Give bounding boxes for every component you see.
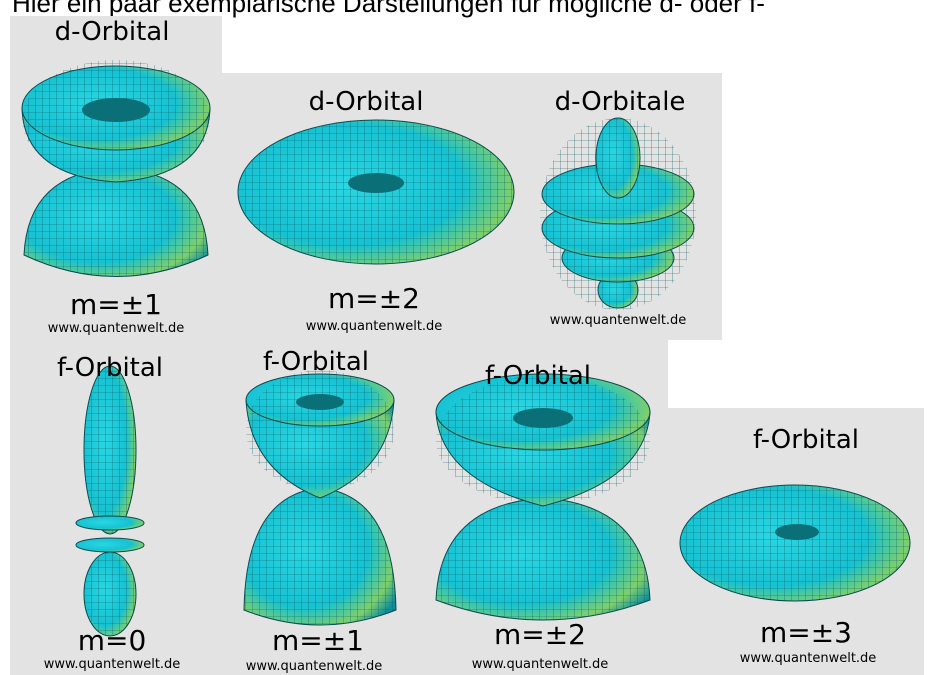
orbital-image [238, 120, 514, 264]
url: www.quantenwelt.de [550, 313, 687, 328]
panel-title: f-Orbital [753, 425, 859, 455]
m-label: m=0 [78, 624, 147, 657]
m-label: m=±1 [70, 288, 162, 321]
page: Hier ein paar exemplarische Darstellunge… [0, 0, 934, 675]
url: www.quantenwelt.de [306, 319, 443, 334]
url: www.quantenwelt.de [48, 321, 185, 336]
ring [76, 538, 144, 552]
intro-text: Hier ein paar exemplarische Darstellunge… [12, 0, 765, 18]
hole [775, 524, 819, 540]
panel-title: f-Orbital [57, 353, 163, 383]
lobe [596, 118, 640, 198]
url: www.quantenwelt.de [44, 657, 181, 672]
m-label: m=±1 [272, 624, 364, 657]
m-label: m=±2 [494, 618, 586, 651]
panel-title: d-Orbitale [555, 87, 686, 117]
orbital-image [680, 485, 910, 601]
panel-title: d-Orbital [55, 17, 170, 47]
lobe [84, 366, 136, 534]
url: www.quantenwelt.de [246, 659, 383, 674]
m-label: m=±2 [328, 282, 420, 315]
m-label: m=±3 [760, 616, 852, 649]
hole [348, 173, 404, 193]
torus [680, 485, 910, 601]
url: www.quantenwelt.de [740, 651, 877, 666]
url: www.quantenwelt.de [472, 657, 609, 672]
panel-title: d-Orbital [309, 87, 424, 117]
panel-title: f-Orbital [263, 347, 369, 377]
panel-title: f-Orbital [485, 361, 591, 391]
ring [76, 516, 144, 530]
hole [513, 408, 573, 428]
hole [296, 394, 344, 410]
hole [82, 98, 150, 122]
